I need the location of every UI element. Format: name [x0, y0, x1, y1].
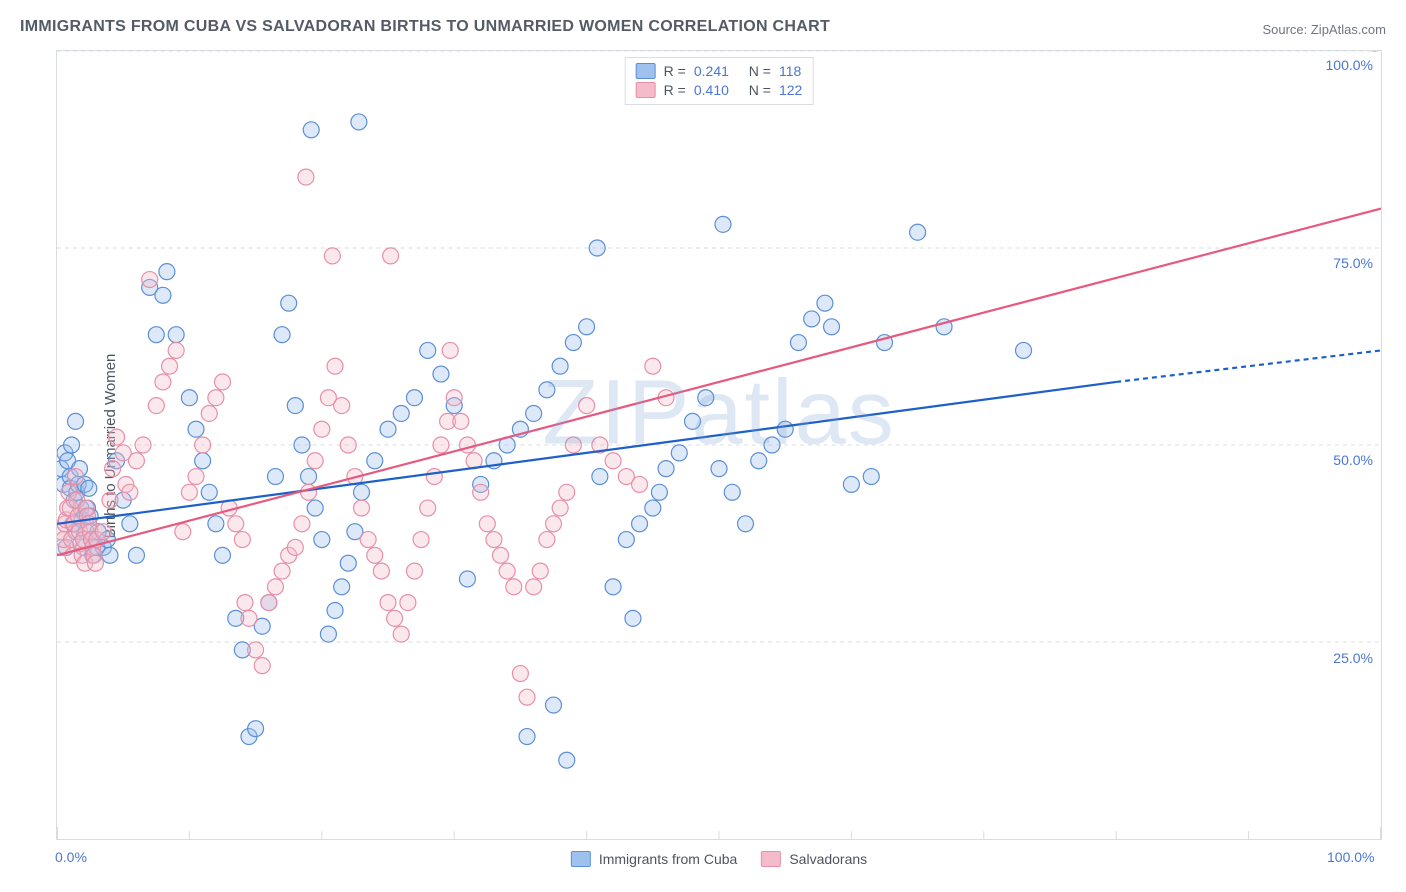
legend-series: Immigrants from Cuba Salvadorans [571, 851, 867, 867]
swatch-cuba [636, 63, 656, 79]
axis-tick-label: 100.0% [1327, 849, 1374, 865]
n-value-cuba: 118 [779, 63, 801, 80]
axis-tick-label: 0.0% [55, 849, 87, 865]
legend-label-salvadoran: Salvadorans [789, 851, 867, 867]
n-label-salvadoran: N = [749, 82, 771, 99]
legend-row-salvadoran: R = 0.410 N = 122 [636, 81, 803, 100]
swatch-salvadoran [636, 82, 656, 98]
legend-label-cuba: Immigrants from Cuba [599, 851, 737, 867]
axis-tick-label: 50.0% [1333, 452, 1373, 468]
swatch-cuba-bottom [571, 851, 591, 867]
r-value-cuba: 0.241 [694, 63, 729, 80]
legend-row-cuba: R = 0.241 N = 118 [636, 62, 803, 81]
n-value-salvadoran: 122 [779, 82, 802, 99]
scatter-plot-svg [57, 51, 1381, 839]
r-value-salvadoran: 0.410 [694, 82, 729, 99]
axis-tick-label: 25.0% [1333, 650, 1373, 666]
axis-tick-label: 100.0% [1326, 57, 1373, 73]
r-label-cuba: R = [664, 63, 686, 80]
plot-area: ZIPatlas R = 0.241 N = 118 R = 0.410 N =… [56, 50, 1382, 840]
source-link[interactable]: ZipAtlas.com [1311, 22, 1386, 37]
source-attribution: Source: ZipAtlas.com [1262, 22, 1386, 37]
legend-correlation-box: R = 0.241 N = 118 R = 0.410 N = 122 [625, 57, 814, 105]
axis-tick-label: 75.0% [1333, 255, 1373, 271]
chart-title: IMMIGRANTS FROM CUBA VS SALVADORAN BIRTH… [20, 18, 830, 36]
r-label-salvadoran: R = [664, 82, 686, 99]
legend-item-cuba[interactable]: Immigrants from Cuba [571, 851, 737, 867]
n-label-cuba: N = [749, 63, 771, 80]
legend-item-salvadoran[interactable]: Salvadorans [761, 851, 867, 867]
source-label: Source: [1262, 22, 1310, 37]
swatch-salvadoran-bottom [761, 851, 781, 867]
